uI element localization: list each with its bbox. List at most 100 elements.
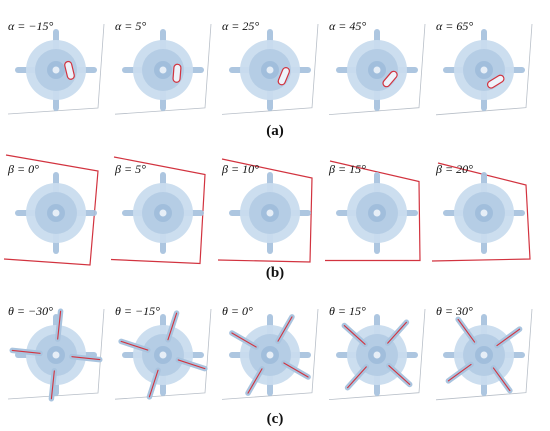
- hub-hole: [52, 66, 60, 74]
- cell-c-5: θ = 30°: [435, 304, 533, 401]
- beta-frame-line: [325, 160, 421, 262]
- impeller-part: [229, 29, 311, 111]
- row-a: α = −15° α = 5° α = 25° α = 45° α = 65° (a): [7, 19, 533, 139]
- hub-hole: [266, 351, 274, 359]
- cell-b-2: β = 5°: [110, 156, 206, 265]
- hub-hole: [480, 66, 488, 74]
- theta-blade-highlight: [277, 316, 293, 342]
- frame-line: [435, 23, 533, 116]
- cell-c-3: θ = 0°: [221, 304, 319, 400]
- alpha-blade: [277, 67, 291, 86]
- angle-label: β = 20°: [435, 162, 473, 176]
- impeller-part: [336, 172, 418, 254]
- theta-blade-highlight: [11, 349, 41, 354]
- angle-label: θ = 15°: [329, 304, 366, 318]
- beta-frame-line: [3, 154, 99, 266]
- cell-c-4: θ = 15°: [328, 304, 426, 400]
- hub-hole: [266, 66, 274, 74]
- impeller-part: [122, 314, 204, 396]
- impeller-part: [122, 29, 204, 111]
- hub-hole: [373, 66, 381, 74]
- frame-line: [328, 308, 426, 400]
- angle-label: θ = 0°: [222, 304, 253, 318]
- alpha-blade: [64, 60, 75, 80]
- cell-a-3: α = 25°: [221, 19, 319, 115]
- theta-blade-highlight: [71, 356, 101, 361]
- alpha-blade-shape: [382, 70, 398, 88]
- cell-c-2: θ = −15°: [114, 304, 212, 400]
- theta-blade-highlight: [177, 359, 206, 370]
- impeller-part: [443, 314, 525, 396]
- impeller-part: [229, 314, 311, 396]
- row-b: β = 0° β = 5° β = 10° β = 15° β = 20° (b): [3, 154, 531, 281]
- impeller-part: [336, 29, 418, 111]
- impeller-part: [122, 172, 204, 254]
- hub-hole: [480, 209, 488, 217]
- frame-line: [114, 308, 212, 400]
- theta-blade-highlight: [496, 328, 521, 347]
- theta-blade-highlight: [50, 370, 55, 400]
- angle-label: α = −15°: [8, 19, 53, 33]
- angle-label: α = 45°: [329, 19, 366, 33]
- frame-line: [328, 23, 426, 115]
- hub-hole: [480, 351, 488, 359]
- angle-label: α = 5°: [115, 19, 146, 33]
- hub-hole: [52, 209, 60, 217]
- alpha-blade-shape: [486, 74, 505, 89]
- frame-line: [221, 308, 319, 400]
- row-caption: (b): [266, 265, 284, 281]
- hub-hole: [373, 209, 381, 217]
- cell-c-1: θ = −30°: [7, 304, 105, 402]
- frame-line: [114, 23, 212, 115]
- row-caption: (c): [267, 411, 284, 427]
- angle-label: θ = 30°: [436, 304, 473, 318]
- frame-line: [221, 23, 319, 115]
- alpha-blade: [382, 70, 398, 88]
- alpha-blade-shape: [172, 63, 182, 83]
- cell-a-5: α = 65°: [435, 19, 533, 116]
- cell-b-1: β = 0°: [3, 154, 99, 266]
- angle-label: β = 0°: [7, 162, 39, 176]
- theta-blade-highlight: [492, 367, 511, 392]
- impeller-part: [443, 29, 525, 111]
- theta-blade-highlight: [148, 369, 159, 398]
- hub-hole: [373, 351, 381, 359]
- hub-hole: [159, 209, 167, 217]
- angle-label: β = 15°: [328, 162, 366, 176]
- angle-label: θ = −15°: [115, 304, 160, 318]
- beta-frame-line: [110, 156, 206, 265]
- theta-blade-highlight: [283, 362, 309, 378]
- impeller-part: [229, 172, 311, 254]
- alpha-blade-shape: [277, 67, 291, 86]
- cell-b-4: β = 15°: [325, 160, 421, 262]
- cell-a-2: α = 5°: [114, 19, 212, 115]
- theta-blade-highlight: [247, 368, 263, 394]
- row-caption: (a): [266, 123, 284, 139]
- theta-blade-highlight: [167, 312, 178, 341]
- beta-frame-line: [217, 158, 313, 263]
- cell-a-4: α = 45°: [328, 19, 426, 115]
- alpha-blade: [486, 74, 505, 89]
- theta-blade-highlight: [447, 363, 472, 382]
- row-c: θ = −30° θ = −15° θ = 0° θ = 15° θ = 30° (c): [7, 304, 533, 427]
- theta-blade-highlight: [57, 310, 62, 340]
- angle-label: θ = −30°: [8, 304, 53, 318]
- hub-hole: [159, 351, 167, 359]
- frame-line: [435, 308, 533, 401]
- theta-blade-highlight: [387, 321, 407, 344]
- angle-label: α = 65°: [436, 19, 473, 33]
- hub-hole: [266, 209, 274, 217]
- alpha-blade: [172, 63, 182, 83]
- theta-blade-highlight: [343, 325, 366, 345]
- frame-line: [7, 23, 105, 115]
- theta-blade-highlight: [347, 366, 367, 389]
- angle-label: β = 10°: [221, 162, 259, 176]
- hub-hole: [159, 66, 167, 74]
- cell-b-3: β = 10°: [217, 158, 313, 263]
- frame-line: [7, 308, 105, 400]
- angle-label: α = 25°: [222, 19, 259, 33]
- hub-hole: [52, 351, 60, 359]
- angle-label: β = 5°: [114, 162, 146, 176]
- theta-blade-highlight: [388, 365, 411, 385]
- alpha-blade-shape: [64, 60, 75, 80]
